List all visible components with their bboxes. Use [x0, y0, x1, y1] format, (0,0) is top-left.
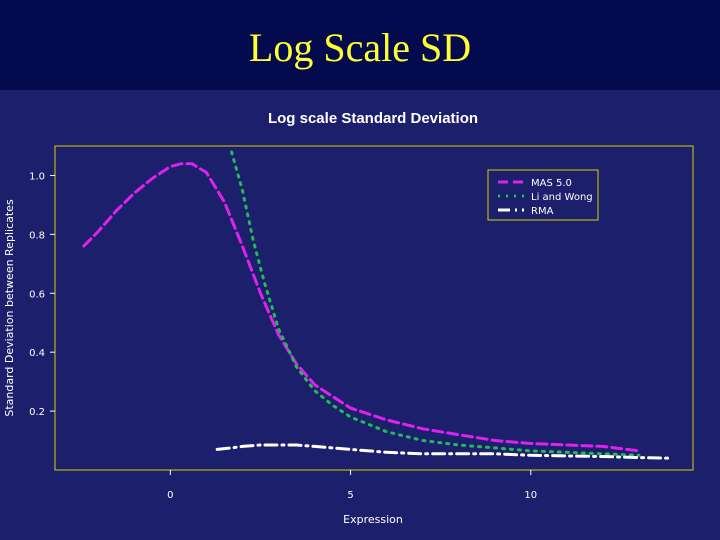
y-tick-label: 0.4 [29, 348, 45, 359]
legend-label: RMA [531, 206, 554, 217]
x-axis-label: Expression [343, 513, 403, 526]
series-line-li-and-wong [230, 150, 641, 457]
y-axis-label: Standard Deviation between Replicates [3, 199, 16, 417]
title-band [0, 0, 720, 90]
slide-title: Log Scale SD [248, 25, 472, 70]
legend-label: Li and Wong [531, 192, 593, 203]
x-tick-label: 10 [524, 490, 537, 501]
chart-title: Log scale Standard Deviation [268, 110, 478, 127]
legend-label: MAS 5.0 [531, 178, 572, 189]
series-line-rma [215, 443, 673, 460]
y-tick-label: 1.0 [29, 171, 45, 182]
chart: Log scale Standard Deviation 0.20.40.60.… [3, 110, 694, 526]
y-tick-label: 0.2 [29, 407, 45, 418]
legend-box [487, 169, 599, 221]
series-line-mas-5-0 [82, 162, 641, 453]
x-axis: 0 5 10 [167, 470, 537, 501]
y-tick-label: 0.6 [29, 289, 45, 300]
x-tick-label: 0 [167, 490, 173, 501]
plot-frame [54, 145, 694, 471]
y-tick-label: 0.8 [29, 230, 45, 241]
series-layer [82, 150, 673, 460]
legend: MAS 5.0 Li and Wong RMA [487, 169, 599, 221]
x-tick-label: 5 [347, 490, 353, 501]
y-axis: 0.2 0.4 0.6 0.8 1.0 [29, 171, 55, 418]
